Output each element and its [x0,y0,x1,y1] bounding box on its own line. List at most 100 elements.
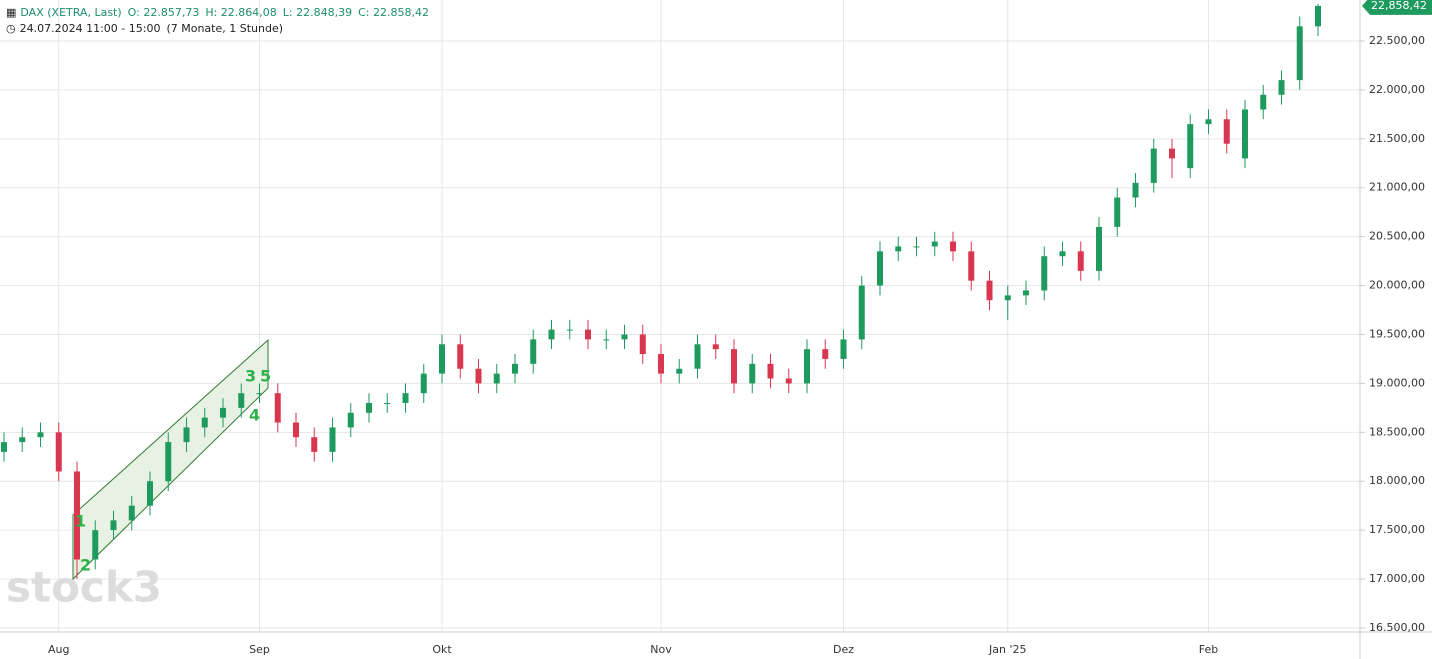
wave-label: 2 [80,556,91,575]
candle-body [804,349,810,384]
candle-body [530,339,537,364]
ohlc-high: H: 22.864,08 [205,6,277,19]
candle-body [566,329,573,331]
candle-body [767,363,774,379]
candle-body [493,373,500,384]
candle-body [329,427,336,452]
period: 24.07.2024 11:00 - 15:00 [19,22,161,35]
candle-body [19,437,26,443]
candle-body [858,285,865,340]
candle-body [37,432,44,438]
x-tick-label: Jan '25 [988,643,1026,656]
wave-label: 1 [75,512,86,531]
candle-body [238,393,245,408]
y-tick-label: 22.500,00 [1369,34,1425,47]
candle-body [822,349,829,359]
x-tick-label: Feb [1199,643,1218,656]
candle-body [658,354,664,374]
candles [1,3,1321,580]
y-tick-label: 16.500,00 [1369,621,1425,634]
y-tick-label: 19.000,00 [1369,376,1425,389]
x-tick-label: Dez [833,643,854,656]
y-tick-label: 17.500,00 [1369,523,1425,536]
candle-body [968,251,975,281]
y-tick-label: 17.000,00 [1369,572,1425,585]
candle-body [1096,226,1102,271]
wave-label: 4 [249,406,260,425]
candle-body [74,471,80,560]
candle-body [293,422,299,438]
candle-body [1169,148,1175,159]
x-tick-label: Okt [432,643,452,656]
candle-body [1023,290,1029,296]
candle-body [1278,80,1285,95]
candle-body [1059,251,1066,257]
candle-body [785,378,792,384]
candle-body [1077,251,1084,271]
candle-body [457,344,464,369]
candle-body [92,530,99,560]
candle-body [548,329,555,340]
candle-body [639,334,646,355]
candle-body [128,505,135,521]
candle-body [621,334,628,340]
candle-body [1260,94,1267,110]
candle-body [1132,182,1139,198]
candle-body [1205,119,1212,125]
candle-body [402,393,409,403]
wave-labels: 1 2 3 4 5 [75,367,271,575]
candle-body [603,339,610,341]
ohlc-low: L: 22.848,39 [282,6,353,19]
candle-body [1223,119,1230,144]
range: (7 Monate, 1 Stunde) [166,22,284,35]
y-tick-label: 20.500,00 [1369,230,1425,243]
candle-body [201,417,208,428]
candle-body [220,407,226,418]
last-price-badge [1362,0,1432,15]
candle-body [1296,26,1303,81]
y-tick-label: 21.000,00 [1369,181,1425,194]
candle-body [840,339,847,359]
candle-body [1315,5,1321,27]
y-tick-label: 20.000,00 [1369,279,1425,292]
symbol: DAX (XETRA, Last) [20,6,122,19]
candle-body [1187,124,1194,169]
candle-body [1150,148,1157,183]
watermark: stock3 [6,563,162,612]
x-tick-label: Sep [249,643,270,656]
candle-body [55,432,62,472]
wave-label: 3 [245,367,256,386]
candle-body [931,241,938,247]
x-tick-label: Aug [48,643,69,656]
x-tick-label: Nov [650,643,672,656]
candle-body [384,402,391,404]
candle-body [110,520,117,531]
candle-body [256,393,263,395]
grid [0,0,1360,632]
header-row: ▦ DAX (XETRA, Last) O: 22.857,73 H: 22.864,… [6,5,435,21]
ohlc-close: C: 22.858,42 [358,6,429,19]
candle-body [147,481,153,506]
wave-label: 5 [260,367,271,386]
candle-body [512,363,518,374]
candle-body [311,437,318,452]
candle-body [274,393,281,423]
candle-body [749,363,756,384]
axes: 16.500,00 17.000,00 17.500,00 18.000,00 18.5… [48,0,1432,656]
candle-body [986,280,993,301]
y-tick-label: 18.000,00 [1369,474,1425,487]
candle-body [475,368,482,384]
ohlc-open: O: 22.857,73 [127,6,200,19]
last-price-label: 22,858,42 [1371,0,1427,12]
symbol-icon: ▦ [6,6,17,19]
clock-icon: ◷ [6,22,16,35]
header-row: ◷ 24.07.2024 11:00 - 15:00 (7 Monate, 1 St… [6,21,435,37]
candle-body [1114,197,1121,227]
y-tick-label: 19.500,00 [1369,327,1425,340]
candle-body [913,246,920,248]
header: ▦ DAX (XETRA, Last) O: 22.857,73 H: 22.864,… [6,5,435,37]
y-tick-label: 21.500,00 [1369,132,1425,145]
candle-body [731,349,737,384]
